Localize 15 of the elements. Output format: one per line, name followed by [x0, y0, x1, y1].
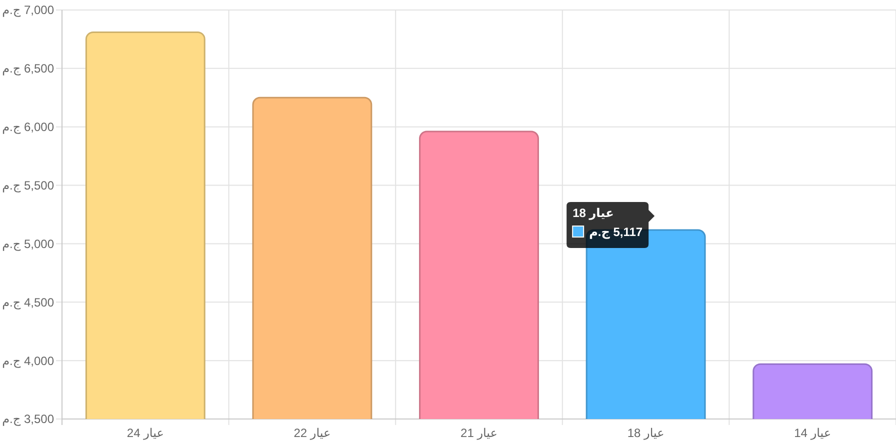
y-tick-label: 7,000 ج.م — [2, 3, 54, 18]
y-tick-label: 6,500 ج.م — [2, 62, 54, 76]
annotation: عيار 18 — [572, 206, 614, 220]
data-label: 5,117 ج.م — [589, 225, 643, 240]
y-tick-label: 3,500 ج.م — [2, 412, 54, 426]
x-tick-label: عيار 18 — [627, 426, 664, 440]
y-tick-label: 4,000 ج.م — [2, 354, 54, 368]
x-tick-label: عيار 14 — [794, 426, 832, 440]
x-tick-label: عيار 21 — [460, 426, 498, 440]
x-tick-label: عيار 22 — [294, 426, 331, 440]
x-tick-label: عيار 24 — [126, 426, 164, 440]
y-tick-label: 5,000 ج.م — [2, 236, 54, 251]
y-tick-label: 4,500 ج.م — [2, 295, 54, 310]
y-tick-label: 5,500 ج.م — [2, 178, 54, 192]
y-tick-label: 6,000 ج.م — [2, 120, 54, 134]
